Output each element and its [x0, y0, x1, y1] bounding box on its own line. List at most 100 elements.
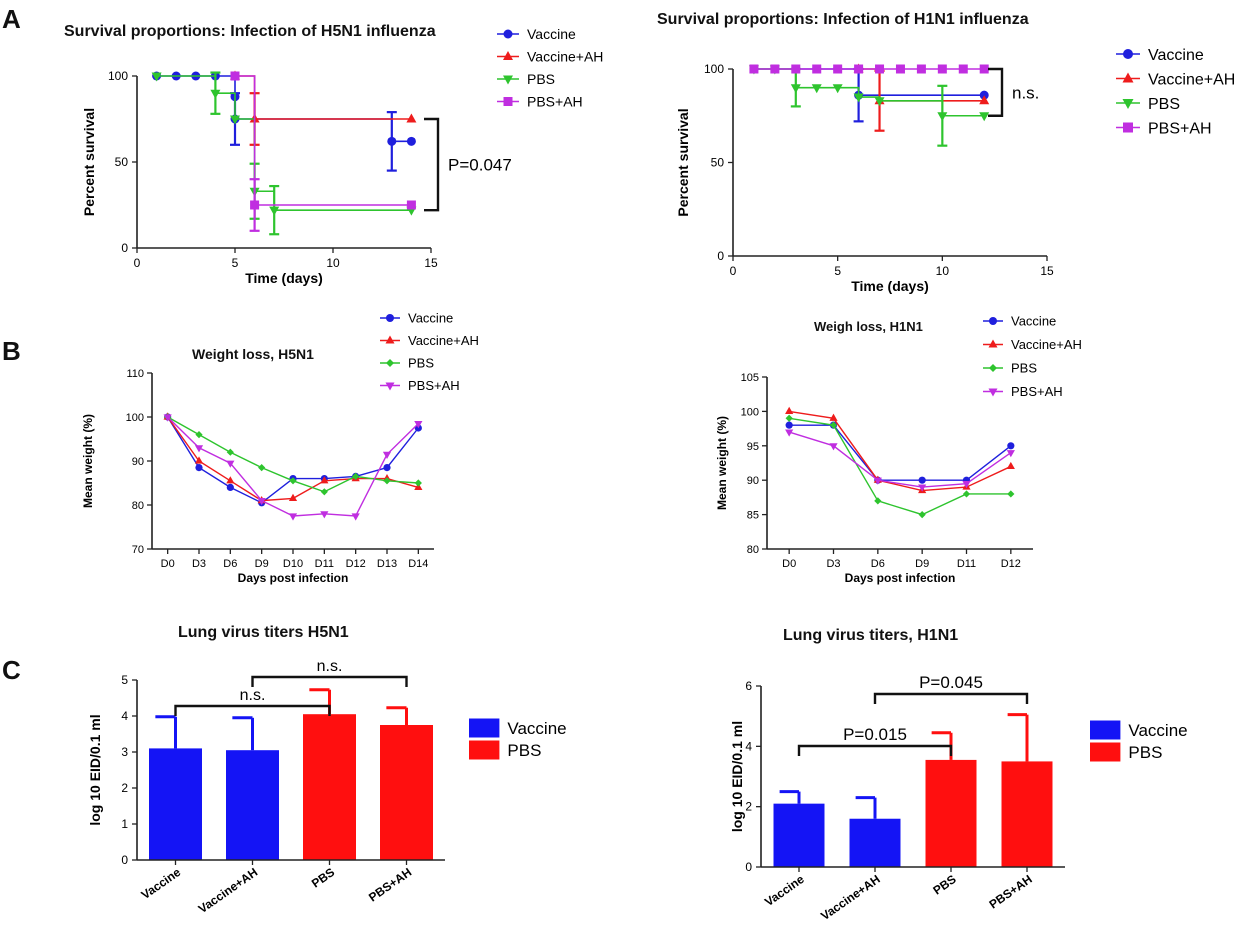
bar-vaccine: [773, 803, 825, 867]
data-point: [979, 95, 990, 105]
data-point: [811, 84, 822, 94]
series-vaccine: [152, 71, 416, 172]
bar-vaccine: [149, 748, 202, 860]
data-point: [770, 64, 780, 74]
data-point: [918, 484, 927, 492]
y-tick-label: 110: [126, 368, 144, 380]
series-vaccine-ah: [163, 412, 423, 504]
x-tick-label: D0: [782, 558, 796, 570]
legend-label: PBS+AH: [408, 378, 460, 393]
bar-pbs-ah: [380, 725, 433, 860]
x-tick-label: 0: [730, 264, 737, 278]
x-tick-label: D6: [871, 558, 885, 570]
data-point: [958, 64, 968, 74]
data-point: [937, 64, 947, 74]
x-tick-label: PBS: [930, 872, 958, 898]
x-tick-label: D12: [346, 558, 366, 570]
data-point: [829, 421, 838, 429]
legend-marker: [1122, 72, 1134, 83]
data-point: [406, 113, 417, 123]
data-point: [873, 477, 882, 485]
legend-marker: [989, 364, 997, 372]
legend-marker: [1123, 122, 1133, 133]
series-pbs-ah: [749, 64, 989, 74]
data-point: [1006, 450, 1015, 458]
data-point: [979, 112, 990, 122]
survival-line: [235, 75, 412, 206]
data-point: [406, 136, 416, 146]
series-line: [789, 417, 1011, 516]
y-tick-label: 80: [747, 544, 759, 556]
legend-swatch: [469, 718, 500, 738]
legend-label: PBS+AH: [1148, 120, 1212, 137]
y-tick-label: 105: [741, 372, 759, 384]
data-point: [895, 64, 905, 74]
bar-vaccine-ah: [226, 750, 279, 860]
y-tick-label: 0: [717, 249, 724, 263]
legend-label: Vaccine: [1128, 721, 1187, 740]
panel-label-a: A: [2, 4, 21, 34]
data-point: [383, 477, 391, 485]
chart-title: Lung virus titers H5N1: [178, 624, 349, 641]
data-point: [1006, 461, 1015, 470]
legend: Vaccine Vaccine+AH PBS PBS+AH: [380, 311, 479, 393]
y-tick-label: 5: [121, 673, 128, 687]
data-point: [749, 64, 759, 74]
data-point: [916, 64, 926, 74]
y-tick-label: 95: [747, 441, 759, 453]
x-tick-label: PBS: [309, 865, 337, 891]
y-tick-label: 85: [747, 510, 759, 522]
panel-label-b: B: [2, 336, 21, 366]
x-tick-label: D3: [192, 558, 206, 570]
legend-marker: [503, 29, 513, 39]
data-point: [195, 431, 203, 439]
legend: Vaccine Vaccine+AH PBS PBS+AH: [1116, 47, 1235, 137]
data-point: [937, 112, 948, 122]
legend: Vaccine PBS: [1090, 720, 1188, 762]
y-tick-label: 100: [741, 406, 759, 418]
data-point: [854, 64, 864, 74]
x-tick-label: Vaccine+AH: [196, 865, 261, 916]
y-axis-label: Percent survival: [675, 108, 691, 216]
x-tick-label: 15: [1040, 264, 1054, 278]
data-point: [352, 472, 360, 480]
x-tick-label: Vaccine+AH: [818, 872, 883, 923]
series-line: [789, 424, 1012, 481]
legend-marker: [385, 382, 395, 391]
x-tick-label: D9: [915, 558, 929, 570]
data-point: [269, 206, 280, 216]
legend-label: PBS: [1011, 361, 1037, 376]
y-tick-label: 90: [747, 475, 759, 487]
survival-line: [156, 75, 412, 143]
y-tick-label: 0: [745, 860, 752, 874]
comparison-label: n.s.: [317, 658, 343, 675]
series-vaccine: [749, 64, 989, 123]
data-point: [320, 511, 329, 519]
legend-label: PBS+AH: [527, 94, 583, 110]
survival-line: [156, 75, 412, 211]
data-point: [785, 429, 794, 437]
survival-line: [235, 75, 412, 120]
series-pbs-ah: [785, 429, 1015, 492]
y-tick-label: 50: [115, 155, 129, 169]
legend-label: Vaccine: [1011, 314, 1056, 329]
x-axis-label: Days post infection: [238, 571, 349, 585]
y-axis-label: Percent survival: [81, 108, 97, 216]
legend-label: Vaccine+AH: [408, 333, 479, 348]
legend-label: Vaccine: [507, 719, 566, 738]
x-tick-label: PBS+AH: [987, 872, 1035, 912]
comparison-bracket: [797, 744, 953, 756]
x-tick-label: D0: [161, 558, 175, 570]
data-point: [414, 421, 423, 429]
legend-label: Vaccine+AH: [1011, 337, 1082, 352]
y-tick-label: 1: [121, 817, 128, 831]
data-point: [226, 476, 235, 484]
legend-marker: [386, 314, 394, 322]
x-axis-label: Time (days): [245, 270, 323, 286]
data-point: [194, 445, 204, 453]
significance-bracket: [424, 117, 440, 212]
y-tick-label: 0: [121, 853, 128, 867]
y-tick-label: 2: [121, 781, 128, 795]
